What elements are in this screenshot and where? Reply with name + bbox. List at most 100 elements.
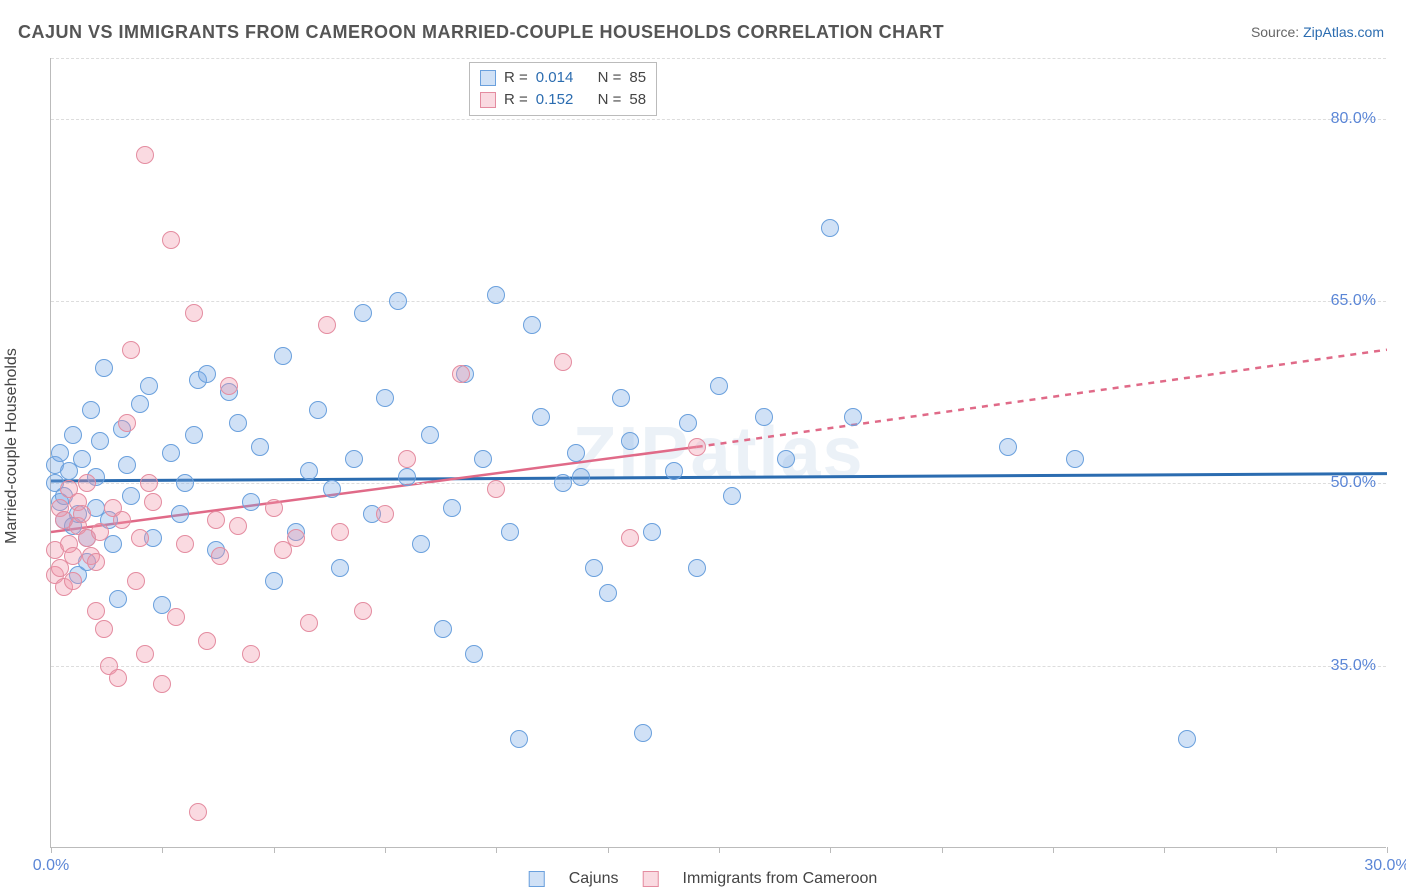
series-legend: Cajuns Immigrants from Cameroon	[529, 870, 878, 888]
x-tick	[496, 847, 497, 853]
r-value: 0.152	[536, 89, 574, 111]
x-tick	[385, 847, 386, 853]
r-label: R =	[504, 89, 528, 111]
data-point	[113, 511, 131, 529]
gridline	[51, 301, 1386, 302]
data-point	[198, 632, 216, 650]
plot-area: ZIPatlas R = 0.014 N = 85 R = 0.152 N = …	[50, 58, 1386, 848]
source-link[interactable]: ZipAtlas.com	[1303, 24, 1384, 40]
data-point	[167, 608, 185, 626]
data-point	[211, 547, 229, 565]
data-point	[612, 389, 630, 407]
data-point	[398, 450, 416, 468]
data-point	[643, 523, 661, 541]
data-point	[999, 438, 1017, 456]
data-point	[118, 414, 136, 432]
data-point	[487, 286, 505, 304]
y-axis-label: Married-couple Households	[3, 348, 21, 544]
legend-swatch	[529, 871, 545, 887]
data-point	[122, 341, 140, 359]
data-point	[554, 474, 572, 492]
data-point	[621, 529, 639, 547]
data-point	[91, 432, 109, 450]
data-point	[1066, 450, 1084, 468]
data-point	[354, 602, 372, 620]
x-tick	[274, 847, 275, 853]
x-tick	[608, 847, 609, 853]
data-point	[688, 559, 706, 577]
gridline	[51, 666, 1386, 667]
data-point	[376, 505, 394, 523]
data-point	[412, 535, 430, 553]
data-point	[777, 450, 795, 468]
data-point	[140, 377, 158, 395]
data-point	[274, 347, 292, 365]
data-point	[434, 620, 452, 638]
data-point	[501, 523, 519, 541]
data-point	[109, 669, 127, 687]
trend-line	[51, 474, 1387, 481]
stats-legend-row: R = 0.152 N = 58	[480, 89, 646, 111]
data-point	[242, 645, 260, 663]
data-point	[532, 408, 550, 426]
n-label: N =	[598, 67, 622, 89]
data-point	[95, 620, 113, 638]
y-tick-label: 80.0%	[1331, 110, 1376, 128]
data-point	[323, 480, 341, 498]
x-tick	[1164, 847, 1165, 853]
data-point	[131, 529, 149, 547]
data-point	[153, 675, 171, 693]
data-point	[465, 645, 483, 663]
source-attribution: Source: ZipAtlas.com	[1251, 24, 1384, 40]
data-point	[572, 468, 590, 486]
n-value: 85	[629, 67, 646, 89]
data-point	[755, 408, 773, 426]
data-point	[104, 535, 122, 553]
data-point	[821, 219, 839, 237]
data-point	[140, 474, 158, 492]
x-tick	[942, 847, 943, 853]
stats-legend: R = 0.014 N = 85 R = 0.152 N = 58	[469, 62, 657, 116]
x-tick-label: 30.0%	[1364, 857, 1406, 875]
y-tick-label: 35.0%	[1331, 657, 1376, 675]
data-point	[421, 426, 439, 444]
data-point	[487, 480, 505, 498]
data-point	[318, 316, 336, 334]
data-point	[398, 468, 416, 486]
data-point	[1178, 730, 1196, 748]
data-point	[87, 553, 105, 571]
data-point	[109, 590, 127, 608]
chart-title: CAJUN VS IMMIGRANTS FROM CAMEROON MARRIE…	[18, 22, 944, 43]
gridline	[51, 119, 1386, 120]
data-point	[91, 523, 109, 541]
data-point	[723, 487, 741, 505]
data-point	[567, 444, 585, 462]
data-point	[710, 377, 728, 395]
data-point	[523, 316, 541, 334]
data-point	[265, 499, 283, 517]
data-point	[679, 414, 697, 432]
data-point	[73, 450, 91, 468]
data-point	[345, 450, 363, 468]
data-point	[634, 724, 652, 742]
x-tick	[1053, 847, 1054, 853]
data-point	[64, 572, 82, 590]
data-point	[82, 401, 100, 419]
x-tick	[1276, 847, 1277, 853]
data-point	[300, 462, 318, 480]
data-point	[73, 505, 91, 523]
data-point	[688, 438, 706, 456]
data-point	[87, 602, 105, 620]
data-point	[144, 493, 162, 511]
x-tick	[830, 847, 831, 853]
n-value: 58	[629, 89, 646, 111]
x-tick	[719, 847, 720, 853]
data-point	[242, 493, 260, 511]
data-point	[176, 535, 194, 553]
data-point	[474, 450, 492, 468]
data-point	[189, 803, 207, 821]
y-tick-label: 50.0%	[1331, 474, 1376, 492]
r-label: R =	[504, 67, 528, 89]
data-point	[229, 414, 247, 432]
gridline	[51, 58, 1386, 59]
